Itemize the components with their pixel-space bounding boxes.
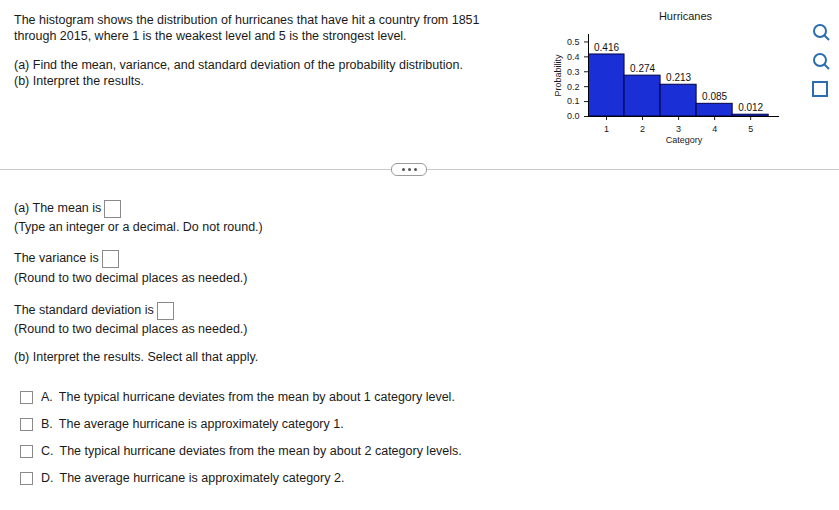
html-text:The typical hurricane deviates: The typical hurricane deviates from the … — [58, 390, 455, 404]
svg-text:0.085: 0.085 — [702, 91, 727, 102]
svg-text:2: 2 — [640, 124, 645, 134]
svg-text:0.012: 0.012 — [738, 102, 763, 113]
svg-text:0.0: 0.0 — [567, 111, 580, 121]
html-text:(b) Interpret the results. Sel: (b) Interpret the results. Select all th… — [14, 350, 259, 364]
html-text:(Type an integer or a decimal.: (Type an integer or a decimal. Do not ro… — [14, 220, 263, 234]
html-text:(Round to two decimal places a: (Round to two decimal places as needed.) — [14, 322, 248, 336]
svg-text:0.2: 0.2 — [567, 82, 580, 92]
html-text:D.: D. — [41, 471, 54, 485]
html-text:(a) Find the mean, variance, a: (a) Find the mean, variance, and standar… — [14, 58, 463, 72]
svg-text:0.4: 0.4 — [567, 52, 580, 62]
html-text:Hurricanes: Hurricanes — [658, 10, 713, 22]
html-text:(b) Interpret the results.: (b) Interpret the results. — [14, 74, 144, 88]
svg-text:0.213: 0.213 — [666, 72, 691, 83]
html-text:The standard deviation is: The standard deviation is — [14, 303, 154, 318]
html-text:(a) The mean is: (a) The mean is — [14, 201, 102, 216]
html-text:B.: B. — [41, 417, 53, 431]
svg-text:5: 5 — [748, 124, 753, 134]
svg-text:Category: Category — [666, 135, 703, 145]
html-text:The variance is: The variance is — [14, 251, 99, 266]
svg-text:3: 3 — [676, 124, 681, 134]
svg-text:0.274: 0.274 — [630, 63, 655, 74]
html-text:The typical hurricane deviates: The typical hurricane deviates from the … — [59, 444, 462, 458]
html-text:C.: C. — [41, 444, 54, 458]
svg-text:0.1: 0.1 — [567, 96, 580, 106]
html-text:The histogram shows the distri: The histogram shows the distribution of … — [14, 13, 480, 43]
svg-text:Probability: Probability — [553, 54, 563, 97]
svg-text:0.5: 0.5 — [567, 37, 580, 47]
svg-text:0.416: 0.416 — [594, 42, 619, 53]
html-text:The average hurricane is appro: The average hurricane is approximately c… — [58, 417, 344, 431]
svg-text:4: 4 — [712, 124, 717, 134]
html-text:The average hurricane is appro: The average hurricane is approximately c… — [59, 471, 345, 485]
svg-text:0.3: 0.3 — [567, 67, 580, 77]
html-text:(Round to two decimal places a: (Round to two decimal places as needed.) — [14, 271, 248, 285]
svg-text:1: 1 — [604, 124, 609, 134]
html-text:A.: A. — [41, 390, 53, 404]
